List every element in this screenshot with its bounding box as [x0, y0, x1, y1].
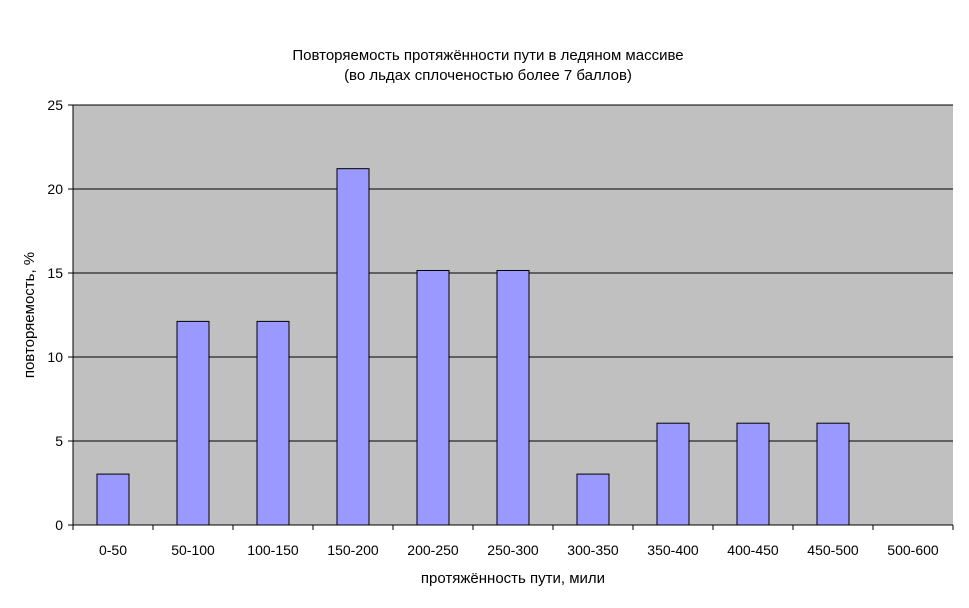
axes: [72, 105, 953, 526]
x-tick-label: 200-250: [407, 542, 459, 558]
bar: [256, 320, 290, 526]
x-tick-label: 450-500: [807, 542, 859, 558]
bar: [816, 422, 850, 526]
x-tick-label: 350-400: [647, 542, 699, 558]
x-axis-title: протяжённость пути, мили: [421, 570, 605, 587]
y-tick-label: 0: [55, 517, 63, 533]
bar: [176, 320, 210, 526]
y-tick-label: 10: [47, 349, 63, 365]
x-tick-label: 400-450: [727, 542, 779, 558]
x-tick-label: 300-350: [567, 542, 619, 558]
x-ticks: 0-50 50-100 100-150 150-200 200-250 250-300 30…: [72, 525, 954, 558]
bars: [96, 168, 850, 526]
y-tick-label: 15: [47, 265, 63, 281]
y-axis-title: повторяемость, %: [21, 252, 38, 378]
y-tick-label: 25: [47, 97, 63, 113]
chart-title: Повторяемость протяжённости пути в ледян…: [292, 47, 683, 64]
x-tick-label: 500-600: [887, 542, 939, 558]
y-tick-label: 20: [47, 181, 63, 197]
y-tick-label: 5: [55, 433, 63, 449]
bar: [416, 269, 450, 526]
x-tick-label: 250-300: [487, 542, 539, 558]
bar: [576, 473, 610, 526]
x-tick-label: 100-150: [247, 542, 299, 558]
bar: [96, 473, 130, 526]
y-ticks: 0 5 10 15 20 25: [47, 97, 73, 533]
chart-subtitle: (во льдах сплоченостью более 7 баллов): [344, 67, 632, 84]
x-tick-label: 50-100: [171, 542, 215, 558]
bar: [656, 422, 690, 526]
x-tick-label: 0-50: [99, 542, 127, 558]
bar: [736, 422, 770, 526]
bar: [496, 269, 530, 526]
bar: [336, 168, 370, 526]
x-tick-label: 150-200: [327, 542, 379, 558]
